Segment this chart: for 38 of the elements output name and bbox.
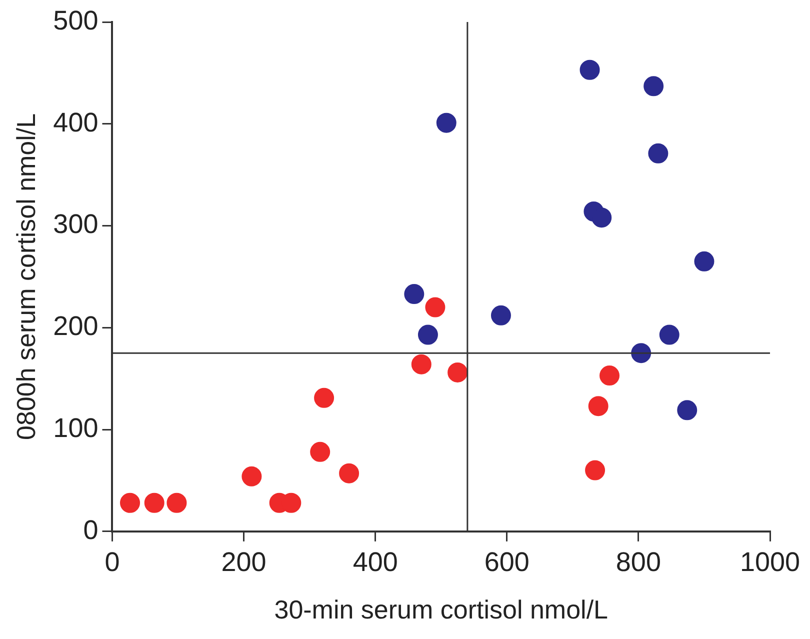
y-tick-label: 500 [53, 5, 98, 36]
y-tick-label: 0 [83, 514, 98, 545]
y-axis-title: 0800h serum cortisol nmol/L [10, 113, 41, 440]
point [580, 60, 600, 80]
point [418, 324, 438, 345]
point [588, 396, 608, 416]
point [166, 492, 187, 513]
x-tick-label: 0 [104, 547, 120, 578]
point [436, 112, 456, 133]
point [144, 492, 164, 513]
x-tick-label: 400 [352, 547, 398, 578]
point [600, 366, 620, 386]
point [404, 284, 424, 304]
y-tick-label: 100 [53, 412, 98, 443]
point [659, 324, 680, 345]
y-tick-label: 200 [53, 311, 98, 342]
x-tick-label: 800 [616, 547, 661, 578]
point [490, 305, 511, 326]
y-tick-label: 300 [53, 209, 98, 240]
y-tick-label: 400 [53, 107, 98, 138]
x-axis-title: 30-min serum cortisol nmol/L [274, 594, 608, 625]
point [644, 76, 664, 96]
point [120, 492, 140, 513]
point [677, 400, 698, 420]
x-tick-label: 1000 [740, 547, 800, 578]
x-tick-label: 600 [484, 547, 530, 578]
point [448, 362, 468, 382]
point [339, 463, 360, 484]
point [694, 251, 714, 272]
x-tick-label: 200 [221, 547, 266, 578]
point [411, 354, 432, 374]
point [585, 460, 606, 480]
point [648, 143, 668, 164]
point [592, 208, 612, 228]
point [314, 388, 334, 408]
point [425, 297, 446, 318]
point [310, 442, 330, 462]
point [242, 466, 262, 486]
